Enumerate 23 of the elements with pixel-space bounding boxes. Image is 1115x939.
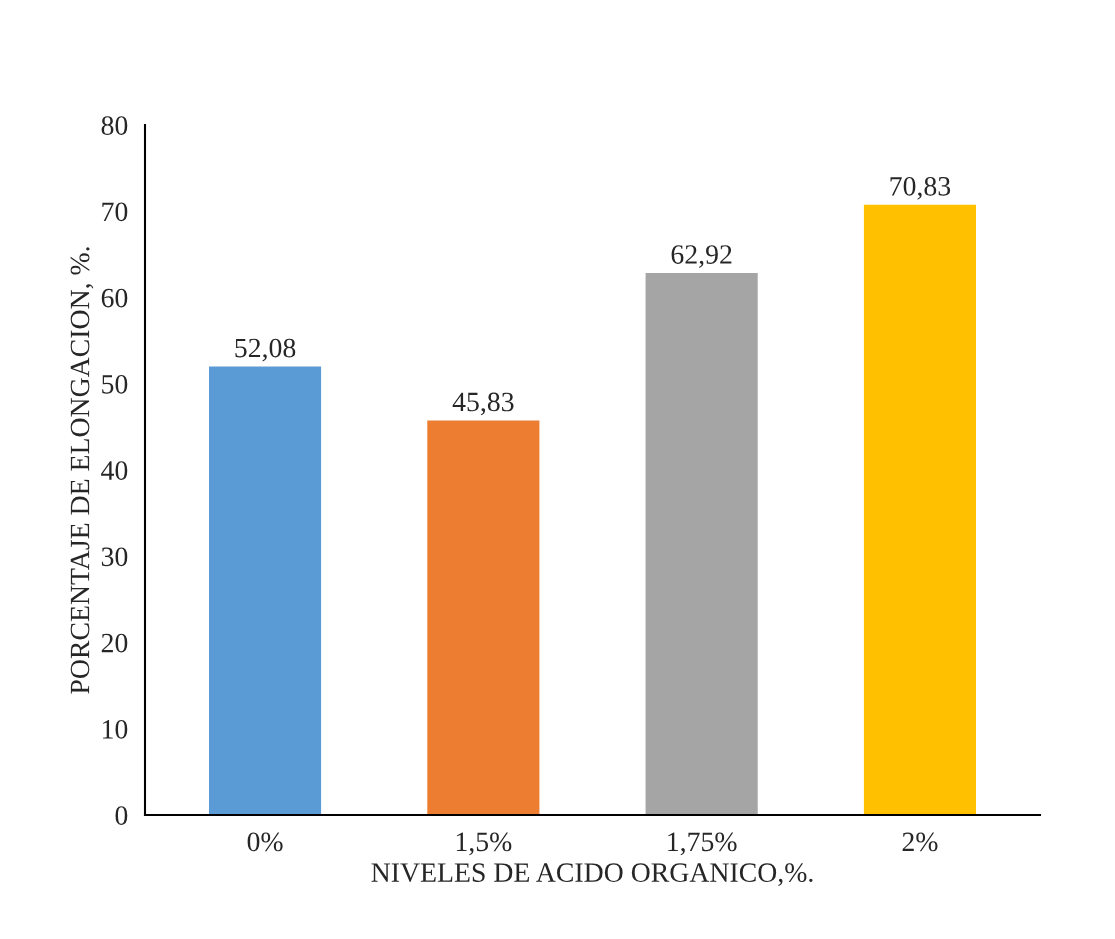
- x-tick-label: 1,5%: [456, 832, 512, 856]
- y-tick-label: 30: [101, 547, 128, 567]
- y-tick-label: 60: [101, 288, 128, 308]
- x-tick-label: 1,75%: [668, 832, 737, 856]
- y-tick-label: 0: [115, 806, 128, 825]
- y-tick-label: 50: [102, 374, 128, 394]
- x-tick-label: 0%: [247, 832, 283, 852]
- bar: [644, 271, 760, 815]
- y-tick-label: 80: [101, 116, 128, 135]
- data-label: 70,83: [890, 176, 951, 200]
- bar: [207, 365, 323, 815]
- bar: [425, 419, 541, 815]
- y-axis-title: PORCENTAJE DE ELONGACION, %.: [70, 247, 94, 694]
- x-tick-label: 2%: [902, 832, 938, 852]
- y-tick-label: 10: [103, 719, 128, 739]
- y-tick-label: 40: [101, 461, 128, 480]
- bar: [862, 203, 978, 815]
- y-tick-label: 20: [101, 633, 128, 653]
- data-label: 45,83: [452, 392, 514, 416]
- data-label: 52,08: [235, 338, 296, 362]
- data-label: 62,92: [671, 245, 732, 268]
- y-tick-label: 70: [102, 202, 128, 222]
- x-axis-title: NIVELES DE ACIDO ORGANICO,%.: [371, 863, 813, 886]
